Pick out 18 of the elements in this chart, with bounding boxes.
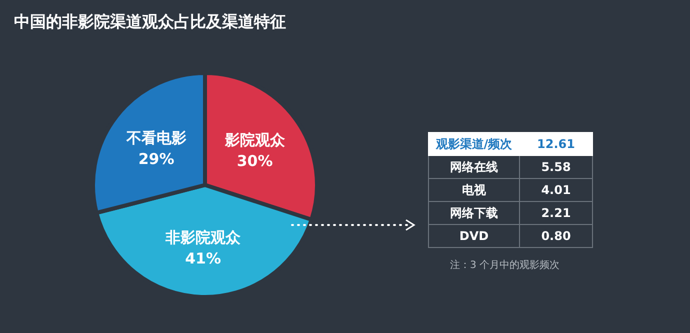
slice-label: 影院观众 — [224, 130, 286, 149]
text: 观影渠道/频次 — [428, 132, 520, 156]
data-label: 2.21 — [520, 202, 592, 224]
data-label: 4.01 — [520, 178, 592, 202]
chart-title: 中国的非影院渠道观众占比及渠道特征 — [14, 12, 286, 33]
data-label: 29% — [138, 150, 174, 168]
data-label: 30% — [236, 152, 273, 170]
category-label: 网络在线 — [428, 156, 520, 178]
text: 12.61 — [520, 132, 592, 156]
data-label: 41% — [185, 250, 222, 268]
category-label: 网络下载 — [428, 202, 520, 224]
category-label: DVD — [428, 224, 520, 248]
data-label: 5.58 — [520, 156, 592, 178]
category-label: 电视 — [428, 178, 520, 202]
data-label: 0.80 — [520, 224, 592, 248]
text: 注：3 个月中的观影频次 — [450, 258, 561, 272]
slice-label: 不看电影 — [125, 129, 186, 148]
slice-label: 非影院观众 — [164, 228, 242, 247]
